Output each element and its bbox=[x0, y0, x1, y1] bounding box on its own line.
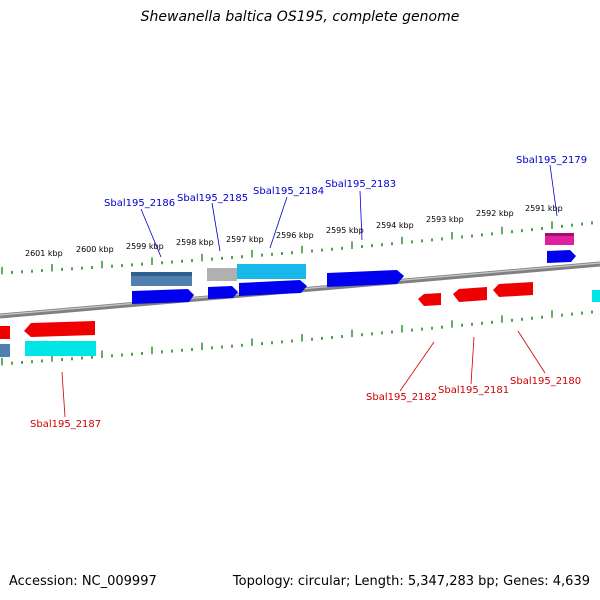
scale-label: 2596 kbp bbox=[276, 231, 314, 240]
scale-label: 2597 kbp bbox=[226, 235, 264, 244]
reverse-features bbox=[0, 282, 600, 357]
gene-label[interactable]: Sbal195_2186 bbox=[104, 198, 175, 209]
scale-labels: 2601 kbp 2600 kbp 2599 kbp 2598 kbp 2597… bbox=[25, 204, 563, 258]
scale-label: 2593 kbp bbox=[426, 215, 464, 224]
gene-label[interactable]: Sbal195_2187 bbox=[30, 419, 101, 430]
feature-block[interactable] bbox=[0, 344, 10, 357]
scale-label: 2601 kbp bbox=[25, 249, 63, 258]
gene-label[interactable]: Sbal195_2182 bbox=[366, 392, 437, 403]
feature-block[interactable] bbox=[592, 290, 600, 302]
forward-features bbox=[131, 233, 576, 304]
feature-block[interactable] bbox=[545, 233, 574, 236]
feature-block[interactable] bbox=[207, 268, 237, 281]
reverse-leaders bbox=[61, 330, 546, 418]
gene-arrow[interactable] bbox=[453, 287, 487, 302]
forward-leaders bbox=[140, 164, 558, 258]
gene-label[interactable]: Sbal195_2179 bbox=[516, 155, 587, 166]
gene-arrow[interactable] bbox=[132, 289, 194, 304]
scale-label: 2598 kbp bbox=[176, 238, 214, 247]
gene-arrow[interactable] bbox=[0, 326, 10, 339]
feature-block[interactable] bbox=[237, 264, 306, 279]
gene-arrow[interactable] bbox=[327, 270, 404, 287]
inner-tick-track bbox=[1, 310, 593, 366]
feature-block[interactable] bbox=[25, 341, 96, 356]
forward-gene-labels: Sbal195_2186 Sbal195_2185 Sbal195_2184 S… bbox=[104, 155, 587, 209]
scale-label: 2600 kbp bbox=[76, 245, 114, 254]
reverse-gene-labels: Sbal195_2187 Sbal195_2182 Sbal195_2181 S… bbox=[30, 376, 581, 430]
scale-label: 2599 kbp bbox=[126, 242, 164, 251]
gene-label[interactable]: Sbal195_2184 bbox=[253, 186, 324, 197]
gene-arrow[interactable] bbox=[493, 282, 533, 297]
scale-label: 2592 kbp bbox=[476, 209, 514, 218]
gene-arrow[interactable] bbox=[24, 321, 95, 337]
gene-label[interactable]: Sbal195_2181 bbox=[438, 385, 509, 396]
gene-arrow[interactable] bbox=[418, 293, 441, 306]
gene-label[interactable]: Sbal195_2183 bbox=[325, 179, 396, 190]
gene-arrow[interactable] bbox=[208, 286, 238, 299]
feature-block[interactable] bbox=[131, 272, 192, 276]
outer-tick-track bbox=[1, 221, 593, 275]
gene-arrow[interactable] bbox=[239, 280, 307, 296]
accession-text: Accession: NC_009997 bbox=[9, 574, 157, 589]
scale-label: 2595 kbp bbox=[326, 226, 364, 235]
genome-summary-text: Topology: circular; Length: 5,347,283 bp… bbox=[232, 574, 590, 589]
scale-label: 2591 kbp bbox=[525, 204, 563, 213]
gene-arrow[interactable] bbox=[547, 250, 576, 263]
gene-label[interactable]: Sbal195_2180 bbox=[510, 376, 581, 387]
map-title: Shewanella baltica OS195, complete genom… bbox=[140, 9, 460, 25]
scale-label: 2594 kbp bbox=[376, 221, 414, 230]
gene-label[interactable]: Sbal195_2185 bbox=[177, 193, 248, 204]
